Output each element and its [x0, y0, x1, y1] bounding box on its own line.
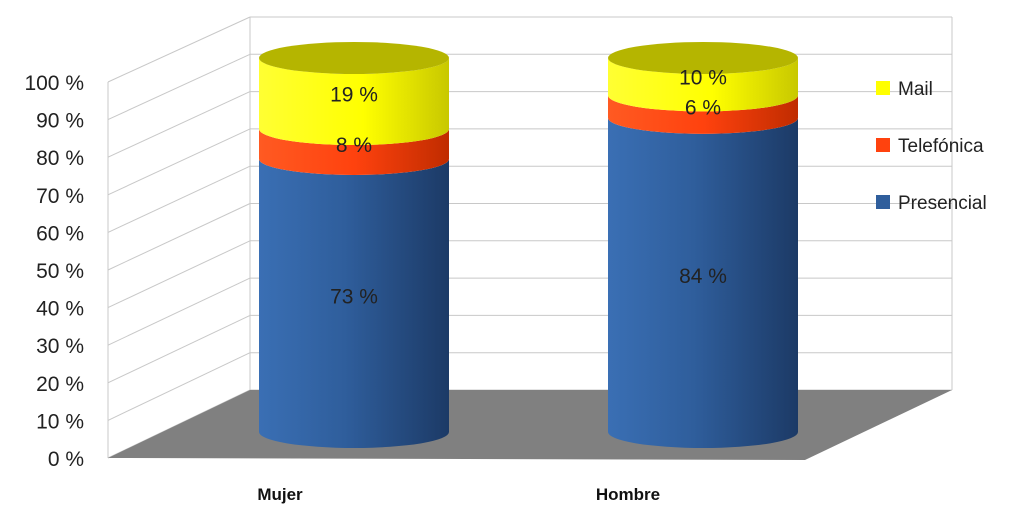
side-gridline [107, 91, 251, 158]
data-label: 84 % [679, 265, 727, 288]
y-tick-label: 40 % [36, 298, 84, 321]
legend-swatch [876, 138, 890, 152]
y-tick-label: 20 % [36, 373, 84, 396]
y-tick-label: 50 % [36, 260, 84, 283]
bar-top-cap [259, 42, 449, 74]
bar-segment-mail [259, 58, 449, 146]
side-gridline [107, 16, 251, 83]
data-label: 10 % [679, 67, 727, 90]
y-axis: 0 % 10 % 20 % 30 % 40 % 50 % 60 % 70 % 80 % 90 % 1… [24, 72, 84, 471]
data-label: 19 % [330, 84, 378, 107]
y-tick-label: 0 % [48, 448, 84, 471]
y-tick-label: 60 % [36, 222, 84, 245]
y-tick-label: 70 % [36, 185, 84, 208]
bar-segment-mail [608, 58, 798, 112]
x-tick-label: Hombre [596, 485, 660, 504]
y-tick-label: 90 % [36, 110, 84, 133]
floor-plane [108, 390, 952, 460]
legend-label: Telefónica [898, 136, 984, 157]
bar-segment-presencial [608, 117, 798, 448]
side-gridline [107, 314, 251, 384]
chart-floor [108, 390, 952, 460]
bar-segment-presencial [259, 158, 449, 449]
bar-top-cap [608, 42, 798, 74]
legend-swatch [876, 195, 890, 209]
bars [259, 42, 798, 449]
side-gridline [107, 277, 251, 346]
side-gridline [107, 203, 251, 271]
data-labels: 73 % 8 % 19 % 84 % 6 % 10 % [330, 67, 727, 309]
side-gridline [107, 352, 251, 421]
y-tick-label: 100 % [24, 72, 84, 95]
side-gridline [107, 128, 251, 196]
data-label: 6 % [685, 97, 721, 120]
side-gridline [107, 240, 251, 309]
bar-segment-telefónica [259, 129, 449, 175]
x-axis: Mujer Hombre [257, 485, 660, 504]
y-tick-label: 30 % [36, 335, 84, 358]
legend-label: Presencial [898, 193, 987, 214]
data-label: 8 % [336, 134, 372, 157]
side-gridline [107, 165, 251, 233]
legend-swatch [876, 81, 890, 95]
data-label: 73 % [330, 285, 378, 308]
x-tick-label: Mujer [257, 485, 303, 504]
legend-label: Mail [898, 79, 933, 100]
bar-segment-telefónica [608, 95, 798, 134]
y-tick-label: 80 % [36, 147, 84, 170]
y-tick-label: 10 % [36, 410, 84, 433]
side-gridline [107, 53, 251, 121]
legend: Mail Telefónica Presencial [876, 79, 987, 214]
